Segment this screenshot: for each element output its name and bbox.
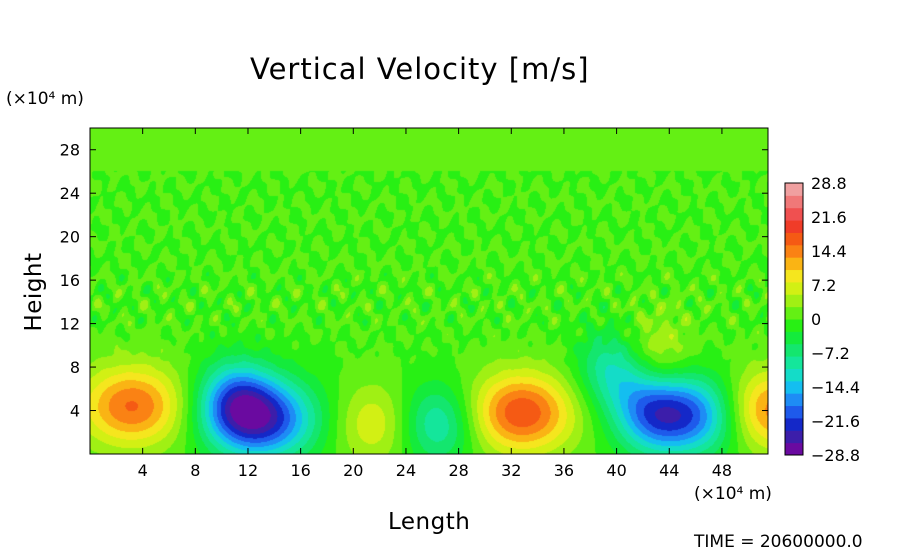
colorbar-swatch	[785, 430, 803, 444]
y-tick-label: 28	[60, 141, 80, 160]
chart-title: Vertical Velocity [m/s]	[250, 52, 590, 86]
colorbar-swatch	[785, 319, 803, 332]
colorbar-swatch	[785, 207, 803, 221]
colorbar-swatch	[785, 220, 803, 233]
colorbar-swatch	[785, 269, 803, 283]
colorbar-swatch	[785, 306, 803, 320]
colorbar-tick-label: 14.4	[811, 242, 847, 261]
x-tick-label: 36	[554, 461, 574, 480]
colorbar-swatch	[785, 442, 803, 456]
x-tick-label: 12	[238, 461, 258, 480]
x-tick-label: 48	[712, 461, 732, 480]
colorbar-swatch	[785, 356, 803, 369]
colorbar-swatch	[785, 331, 803, 345]
colorbar-tick-label: 28.8	[811, 174, 847, 193]
colorbar-tick-label: 21.6	[811, 208, 847, 227]
colorbar-swatch	[785, 183, 803, 196]
colorbar-swatch	[785, 343, 803, 357]
x-tick-label: 24	[396, 461, 416, 480]
colorbar-frame	[784, 182, 804, 456]
y-tick-label: 24	[60, 184, 80, 203]
colorbar-swatch	[785, 393, 803, 407]
heatmap-field	[90, 128, 768, 454]
colorbar-tick-label: −7.2	[811, 344, 850, 363]
colorbar-swatch	[785, 232, 803, 246]
x-tick-label: 44	[659, 461, 679, 480]
colorbar-tick-label: 7.2	[811, 276, 836, 295]
x-tick-label: 32	[501, 461, 521, 480]
colorbar-swatch	[785, 294, 803, 308]
x-axis-unit: (×10⁴ m)	[694, 484, 772, 504]
x-tick-label: 20	[343, 461, 363, 480]
colorbar-swatch	[785, 417, 803, 431]
x-tick-label: 40	[606, 461, 626, 480]
colorbar-swatch	[785, 195, 803, 209]
y-tick-label: 12	[60, 315, 80, 334]
y-tick-label: 4	[70, 402, 80, 421]
colorbar-swatch	[785, 257, 803, 271]
x-tick-label: 28	[448, 461, 468, 480]
y-tick-label: 20	[60, 228, 80, 247]
x-tick-label: 4	[138, 461, 148, 480]
y-tick-label: 8	[70, 358, 80, 377]
colorbar-swatch	[785, 405, 803, 419]
colorbar-swatch	[785, 368, 803, 382]
colorbar-tick-label: −28.8	[811, 446, 860, 465]
colorbar-tick-label: 0	[811, 310, 821, 329]
x-tick-label: 8	[190, 461, 200, 480]
plot-frame	[89, 127, 769, 455]
colorbar: 28.8 21.6 14.4 7.2 0 −7.2 −14.4 −21.6 −28.8	[784, 174, 860, 465]
x-tick-label: 16	[290, 461, 310, 480]
colorbar-swatch	[785, 281, 803, 295]
colorbar-tick-label: −14.4	[811, 378, 860, 397]
x-axis-label: Length	[388, 509, 471, 535]
colorbar-swatch	[785, 380, 803, 394]
colorbar-swatch	[785, 244, 803, 258]
y-tick-label: 16	[60, 271, 80, 290]
colorbar-tick-label: −21.6	[811, 412, 860, 431]
y-axis-unit: (×10⁴ m)	[6, 89, 84, 109]
